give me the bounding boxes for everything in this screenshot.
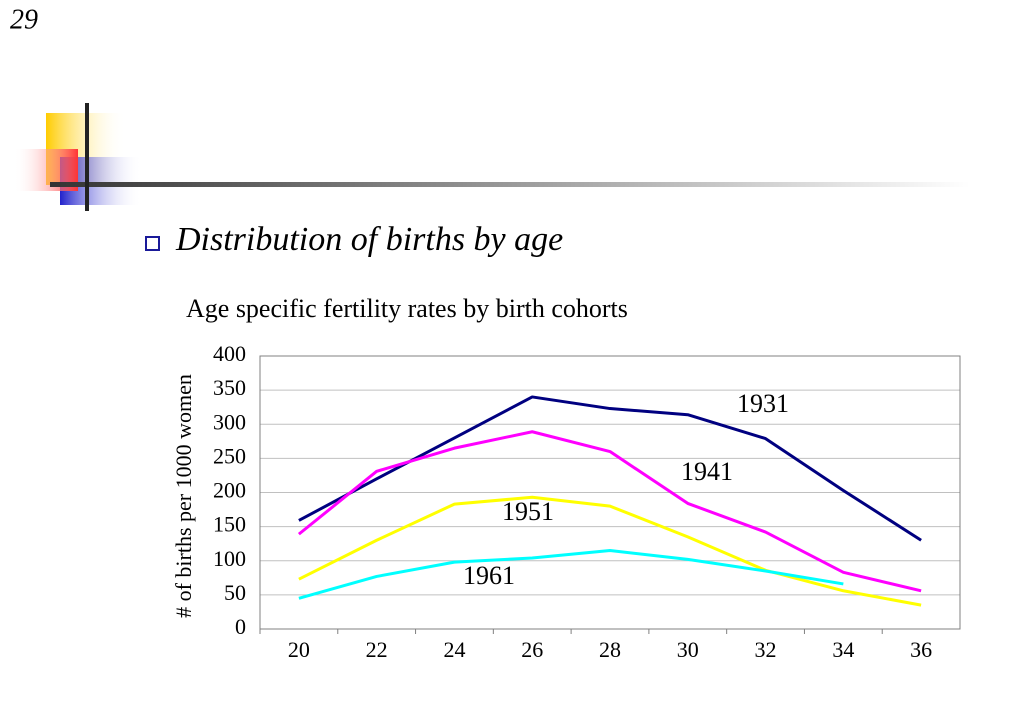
- chart-title: Age specific fertility rates by birth co…: [186, 294, 628, 323]
- y-tick-label: 400: [213, 341, 246, 366]
- x-tick-label: 22: [366, 637, 388, 662]
- series-label: 1941: [681, 457, 733, 486]
- series-line: [298, 549, 844, 600]
- y-tick-label: 100: [213, 546, 246, 571]
- y-tick-label: 150: [213, 512, 246, 537]
- series-label: 1931: [737, 389, 789, 418]
- y-tick-label: 250: [213, 443, 246, 468]
- x-tick-label: 30: [677, 637, 699, 662]
- x-tick-label: 32: [755, 637, 777, 662]
- x-tick-label: 20: [288, 637, 310, 662]
- series-line: [298, 395, 922, 542]
- y-tick-label: 200: [213, 478, 246, 503]
- x-tick-label: 24: [443, 637, 465, 662]
- y-tick-label: 350: [213, 375, 246, 400]
- series-line: [297, 430, 922, 593]
- y-tick-label: 300: [213, 409, 246, 434]
- series-label: 1961: [463, 561, 515, 590]
- x-tick-label: 34: [832, 637, 854, 662]
- heading: Distribution of births by age: [175, 221, 563, 258]
- y-axis-label: # of births per 1000 women: [171, 374, 196, 618]
- bullet: [145, 236, 160, 251]
- series-line: [298, 495, 922, 607]
- slide-number: 29: [10, 4, 38, 35]
- x-tick-label: 36: [910, 637, 932, 662]
- y-tick-label: 0: [235, 614, 246, 639]
- x-tick-label: 26: [521, 637, 543, 662]
- y-tick-label: 50: [224, 580, 246, 605]
- decoration: [14, 103, 970, 211]
- plot-frame: [259, 355, 961, 630]
- x-tick-label: 28: [599, 637, 621, 662]
- series-label: 1951: [502, 497, 554, 526]
